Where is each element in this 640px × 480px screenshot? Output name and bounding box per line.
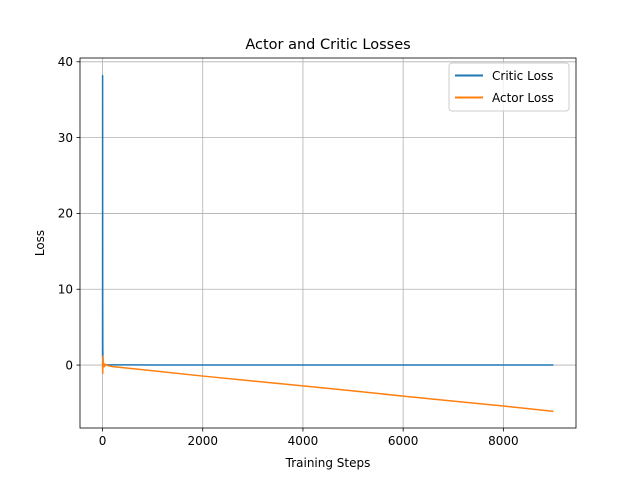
x-tick-label: 6000 xyxy=(388,434,419,448)
legend-label-critic: Critic Loss xyxy=(492,69,553,83)
y-tick-label: 30 xyxy=(58,131,73,145)
axis-ticks: 0 2000 4000 6000 8000 0 10 20 30 40 xyxy=(58,55,519,448)
plot-frame xyxy=(79,57,577,429)
y-tick-label: 0 xyxy=(65,358,73,372)
x-axis-label: Training Steps xyxy=(285,456,371,470)
x-tick-label: 2000 xyxy=(187,434,218,448)
legend-label-actor: Actor Loss xyxy=(492,91,554,105)
series-line-actor-loss xyxy=(101,355,554,413)
y-tick-label: 40 xyxy=(58,55,73,69)
x-tick-label: 0 xyxy=(99,434,107,448)
legend: Critic Loss Actor Loss xyxy=(448,62,570,112)
x-tick-label: 4000 xyxy=(288,434,319,448)
x-tick-label: 8000 xyxy=(488,434,519,448)
series-lines xyxy=(101,74,554,413)
y-axis-label: Loss xyxy=(33,230,47,256)
y-tick-label: 10 xyxy=(58,283,73,297)
y-tick-label: 20 xyxy=(58,207,73,221)
chart-title: Actor and Critic Losses xyxy=(245,37,410,53)
